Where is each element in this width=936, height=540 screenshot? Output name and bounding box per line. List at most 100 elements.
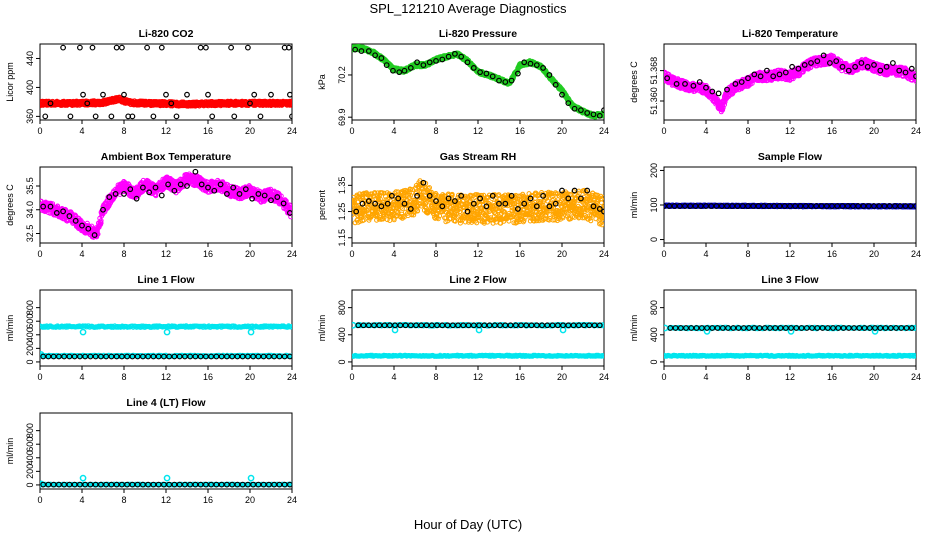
average-marker (871, 62, 877, 68)
y-tick-label: 69.9 (337, 108, 347, 126)
x-tick-label: 24 (911, 126, 921, 136)
average-marker (696, 79, 703, 85)
y-tick-label: 400 (25, 80, 35, 95)
average-marker (163, 91, 169, 98)
average-marker (144, 44, 151, 51)
average-marker (452, 50, 458, 57)
average-marker (590, 111, 597, 118)
average-marker (100, 91, 106, 98)
average-marker (173, 113, 180, 120)
band-point (288, 205, 292, 211)
x-tick-label: 12 (785, 126, 795, 136)
average-marker (801, 62, 808, 68)
average-marker (858, 60, 865, 66)
average-marker (795, 65, 802, 72)
average-marker (378, 55, 385, 61)
x-tick-label: 12 (473, 126, 483, 136)
average-marker (782, 69, 789, 76)
average-marker (527, 60, 534, 67)
average-marker (673, 80, 680, 87)
average-marker (268, 91, 274, 98)
panel-title: Li-820 Pressure (439, 28, 517, 40)
average-marker (209, 113, 216, 120)
average-marker (396, 69, 403, 76)
band-point (289, 101, 292, 107)
average-marker (383, 62, 390, 69)
band-point (55, 203, 61, 209)
average-marker (228, 44, 235, 51)
average-marker (820, 52, 827, 59)
average-marker (738, 79, 745, 85)
average-marker (89, 44, 96, 51)
average-marker (80, 91, 86, 98)
plot-content (40, 168, 292, 240)
average-marker (251, 91, 258, 98)
average-marker (285, 44, 292, 51)
average-marker (92, 113, 99, 120)
plot-content (664, 52, 916, 115)
average-marker (464, 59, 471, 66)
x-tick-label: 0 (661, 126, 666, 136)
y-axis-label: degrees C (629, 61, 639, 103)
average-marker (483, 70, 490, 77)
average-marker (546, 72, 553, 78)
average-marker (852, 63, 858, 70)
x-tick-label: 16 (827, 126, 837, 136)
average-marker (565, 100, 572, 107)
average-marker (715, 90, 722, 97)
x-tick-label: 4 (391, 126, 396, 136)
average-marker (833, 58, 840, 64)
average-marker (47, 100, 54, 107)
average-marker (67, 113, 74, 120)
band-point (913, 77, 916, 82)
average-marker (559, 91, 565, 98)
band-point (95, 231, 101, 237)
panel-title: Li-820 CO2 (139, 28, 194, 40)
average-marker (709, 88, 716, 95)
average-marker (439, 56, 446, 63)
average-marker (896, 67, 903, 74)
average-marker (877, 67, 884, 74)
y-axis-label: kPa (317, 74, 327, 90)
average-marker (231, 113, 238, 120)
average-marker (365, 48, 372, 54)
average-marker (540, 65, 546, 71)
x-tick-label: 0 (349, 126, 354, 136)
x-tick-label: 8 (121, 126, 126, 136)
average-marker (247, 100, 253, 107)
plot-content (40, 44, 292, 120)
average-marker (690, 82, 697, 89)
average-marker (751, 71, 758, 78)
average-marker (184, 91, 190, 98)
average-marker (601, 107, 604, 114)
average-marker (508, 77, 515, 84)
average-marker (664, 75, 671, 82)
band-point (289, 99, 292, 105)
average-marker (60, 44, 66, 51)
average-marker (596, 112, 603, 119)
average-marker (205, 91, 211, 98)
average-marker (902, 69, 909, 76)
band-point (722, 102, 727, 108)
panel-title: Li-820 Temperature (742, 28, 838, 40)
average-marker (584, 110, 591, 116)
average-marker (845, 67, 852, 74)
average-marker (745, 75, 751, 82)
average-marker (352, 46, 359, 53)
average-marker (433, 57, 439, 64)
average-marker (703, 84, 709, 91)
average-marker (827, 60, 833, 66)
average-marker (890, 60, 896, 66)
average-marker (129, 113, 136, 120)
average-marker (578, 107, 584, 114)
average-marker (521, 59, 528, 66)
band-point (96, 224, 102, 230)
average-marker (390, 67, 396, 74)
y-axis-label: Licor ppm (5, 62, 15, 102)
average-marker (732, 80, 739, 87)
average-marker (287, 91, 292, 98)
